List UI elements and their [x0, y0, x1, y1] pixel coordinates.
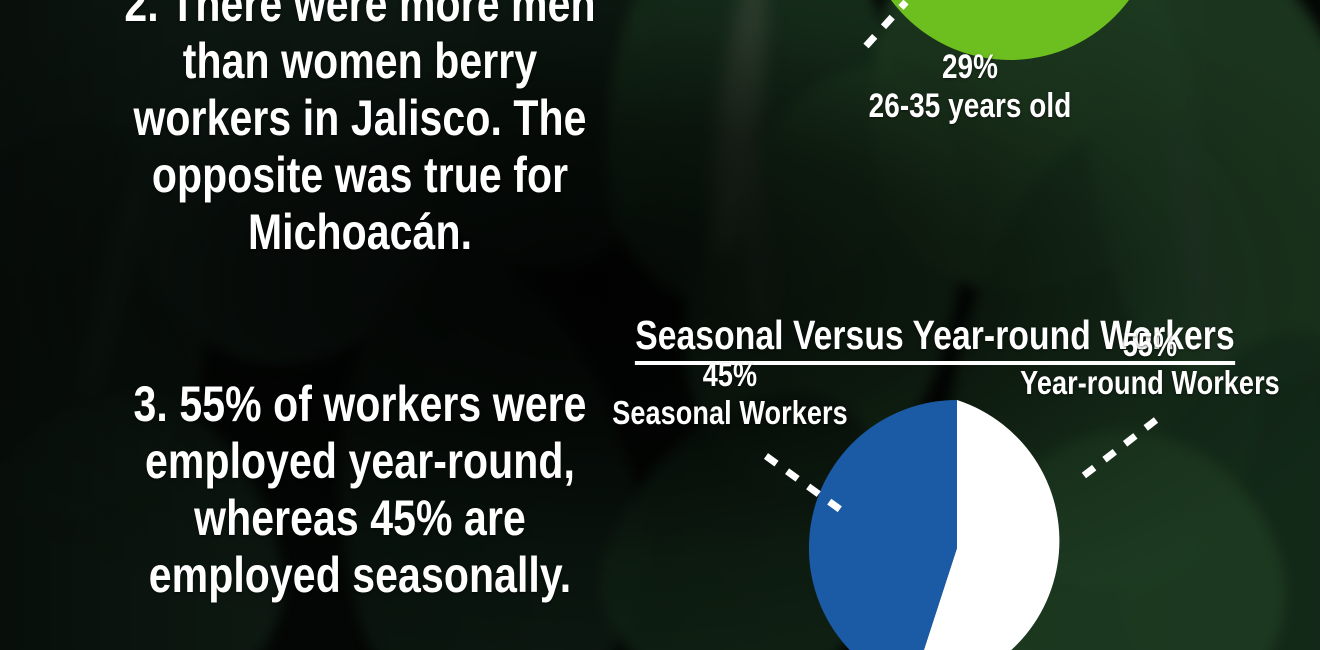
age-distribution-pie-chart — [891, 0, 1129, 60]
age-pie-slice-26-35 — [891, 0, 1129, 60]
fact-2-text: 2. There were more men than women berry … — [124, 0, 596, 260]
age-callout-label: 29% 26-35 years old — [868, 48, 1072, 125]
fact-3-text: 3. 55% of workers were employed year-rou… — [133, 376, 587, 603]
seasonal-callout-label: 45% Seasonal Workers — [612, 356, 848, 431]
seasonal-vs-yearround-pie-chart — [809, 400, 1060, 650]
yearround-callout-label: 55% Year-round Workers — [1020, 326, 1280, 401]
seasonal-chart-heading-text: Seasonal Versus Year-round Workers — [635, 312, 1235, 365]
pie-slice-seasonal — [809, 400, 957, 650]
seasonal-chart-heading: Seasonal Versus Year-round Workers — [632, 266, 1239, 365]
pie-slice-year-round — [923, 400, 1060, 650]
